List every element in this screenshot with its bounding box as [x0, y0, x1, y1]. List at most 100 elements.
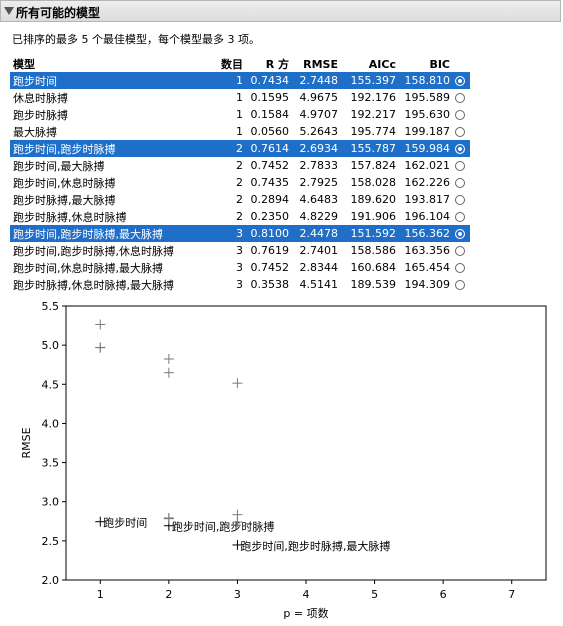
- cell-aicc: 155.787: [338, 140, 396, 157]
- table-row[interactable]: 跑步时间,跑步时脉搏,休息时脉搏 3 0.7619 2.7401 158.586 163.…: [10, 242, 470, 259]
- cell-aicc: 195.774: [350, 125, 397, 138]
- cell-rmse: 4.5141: [299, 278, 339, 291]
- cell-aicc: 191.906: [350, 210, 397, 223]
- header-bic[interactable]: BIC: [429, 57, 450, 71]
- x-tick-label: 6: [440, 588, 447, 601]
- cell-select: [450, 191, 470, 208]
- cell-model: 跑步时脉搏,最大脉搏: [13, 193, 116, 207]
- table-row[interactable]: 跑步时脉搏,休息时脉搏,最大脉搏 3 0.3538 4.5141 189.539 194.…: [10, 276, 470, 293]
- cell-model: 跑步时间,休息时脉搏: [13, 176, 116, 190]
- cell-aicc: 192.176: [350, 91, 397, 104]
- select-model-radio[interactable]: [455, 280, 465, 290]
- table-row[interactable]: 跑步时间,跑步时脉搏 2 0.7614 2.6934 155.787 159.984: [10, 140, 470, 157]
- cell-select: [450, 174, 470, 191]
- header-rsquare[interactable]: R 方: [265, 58, 289, 71]
- cell-rmse: 2.8344: [299, 261, 339, 274]
- cell-count: 2: [209, 140, 243, 157]
- select-model-radio[interactable]: [455, 144, 465, 154]
- table-row[interactable]: 跑步时间,休息时脉搏 2 0.7435 2.7925 158.028 162.226: [10, 174, 470, 191]
- cell-rsquare: 0.1584: [250, 108, 290, 121]
- cell-bic: 162.021: [404, 159, 451, 172]
- y-tick-label: 5.5: [42, 300, 60, 313]
- table-header-row: 模型 数目 R 方 RMSE AICc BIC: [10, 56, 470, 72]
- table-row[interactable]: 跑步时间,休息时脉搏,最大脉搏 3 0.7452 2.8344 160.684 165.4…: [10, 259, 470, 276]
- disclosure-triangle-icon[interactable]: [4, 7, 14, 15]
- x-tick-label: 2: [165, 588, 172, 601]
- data-point[interactable]: [163, 354, 174, 365]
- cell-bic: 159.984: [396, 140, 450, 157]
- select-model-radio[interactable]: [455, 93, 465, 103]
- cell-bic: 156.362: [396, 225, 450, 242]
- cell-aicc: 189.539: [350, 278, 397, 291]
- cell-model: 最大脉搏: [13, 125, 57, 139]
- cell-rmse: 2.7448: [289, 72, 338, 89]
- cell-bic: 193.817: [404, 193, 451, 206]
- table-row[interactable]: 跑步时间 1 0.7434 2.7448 155.397 158.810: [10, 72, 470, 89]
- cell-rsquare: 0.1595: [250, 91, 290, 104]
- table-row[interactable]: 跑步时间,最大脉搏 2 0.7452 2.7833 157.824 162.021: [10, 157, 470, 174]
- cell-select: [450, 72, 470, 89]
- cell-select: [450, 259, 470, 276]
- data-point[interactable]: 跑步时间: [95, 516, 147, 530]
- cell-rmse: 2.7833: [299, 159, 339, 172]
- y-axis: 2.0 2.5 3.0 3.5 4.0 4.5 5.0 5.5: [42, 300, 66, 587]
- cell-select: [450, 106, 470, 123]
- x-tick-label: 1: [97, 588, 104, 601]
- x-tick-label: 4: [303, 588, 310, 601]
- select-model-radio[interactable]: [455, 229, 465, 239]
- select-model-radio[interactable]: [455, 178, 465, 188]
- y-axis-title: RMSE: [20, 427, 33, 458]
- data-point[interactable]: 跑步时间,跑步时脉搏,最大脉搏: [232, 539, 390, 553]
- data-point[interactable]: [163, 367, 174, 378]
- panel-title: 所有可能的模型: [16, 6, 101, 20]
- header-aicc[interactable]: AICc: [368, 57, 396, 71]
- table-row[interactable]: 最大脉搏 1 0.0560 5.2643 195.774 199.187: [10, 123, 470, 140]
- table-row[interactable]: 跑步时脉搏,休息时脉搏 2 0.2350 4.8229 191.906 196.104: [10, 208, 470, 225]
- y-tick-label: 3.0: [42, 496, 60, 509]
- data-point[interactable]: [163, 512, 174, 523]
- header-rmse[interactable]: RMSE: [303, 57, 338, 71]
- cell-rmse: 2.7401: [299, 244, 339, 257]
- cell-count: 2: [236, 176, 243, 189]
- cell-rmse: 5.2643: [299, 125, 339, 138]
- select-model-radio[interactable]: [455, 246, 465, 256]
- cell-count: 1: [236, 108, 243, 121]
- cell-rsquare: 0.7452: [250, 261, 290, 274]
- header-model[interactable]: 模型: [13, 58, 35, 71]
- select-model-radio[interactable]: [455, 76, 465, 86]
- y-tick-label: 3.5: [42, 457, 60, 470]
- cell-count: 2: [236, 210, 243, 223]
- select-model-radio[interactable]: [455, 127, 465, 137]
- data-point[interactable]: [95, 342, 106, 353]
- table-row[interactable]: 跑步时脉搏 1 0.1584 4.9707 192.217 195.630: [10, 106, 470, 123]
- data-point[interactable]: 跑步时间,跑步时脉搏: [163, 520, 275, 534]
- table-row[interactable]: 跑步时脉搏,最大脉搏 2 0.2894 4.6483 189.620 193.817: [10, 191, 470, 208]
- cell-bic: 158.810: [396, 72, 450, 89]
- data-point[interactable]: [232, 509, 243, 520]
- header-count[interactable]: 数目: [221, 58, 243, 71]
- select-model-radio[interactable]: [455, 263, 465, 273]
- x-tick-label: 7: [508, 588, 515, 601]
- cell-rmse: 2.4478: [289, 225, 338, 242]
- cell-select: [450, 89, 470, 106]
- table-row[interactable]: 跑步时间,跑步时脉搏,最大脉搏 3 0.8100 2.4478 151.592 156.3…: [10, 225, 470, 242]
- select-model-radio[interactable]: [455, 110, 465, 120]
- select-model-radio[interactable]: [455, 161, 465, 171]
- cell-aicc: 192.217: [350, 108, 397, 121]
- table-body: 跑步时间 1 0.7434 2.7448 155.397 158.810 休息时脉搏 1 0.1…: [10, 72, 470, 293]
- cell-aicc: 158.586: [350, 244, 397, 257]
- cell-count: 3: [236, 278, 243, 291]
- data-point[interactable]: [232, 378, 243, 389]
- table-row[interactable]: 休息时脉搏 1 0.1595 4.9675 192.176 195.589: [10, 89, 470, 106]
- cell-aicc: 158.028: [350, 176, 397, 189]
- cell-bic: 165.454: [404, 261, 451, 274]
- data-point[interactable]: [95, 319, 106, 330]
- select-model-radio[interactable]: [455, 195, 465, 205]
- cell-select: [450, 242, 470, 259]
- report-panel-header[interactable]: 所有可能的模型: [0, 0, 561, 22]
- cell-model: 跑步时间,休息时脉搏,最大脉搏: [13, 261, 163, 275]
- select-model-radio[interactable]: [455, 212, 465, 222]
- y-tick-label: 4.5: [42, 378, 60, 391]
